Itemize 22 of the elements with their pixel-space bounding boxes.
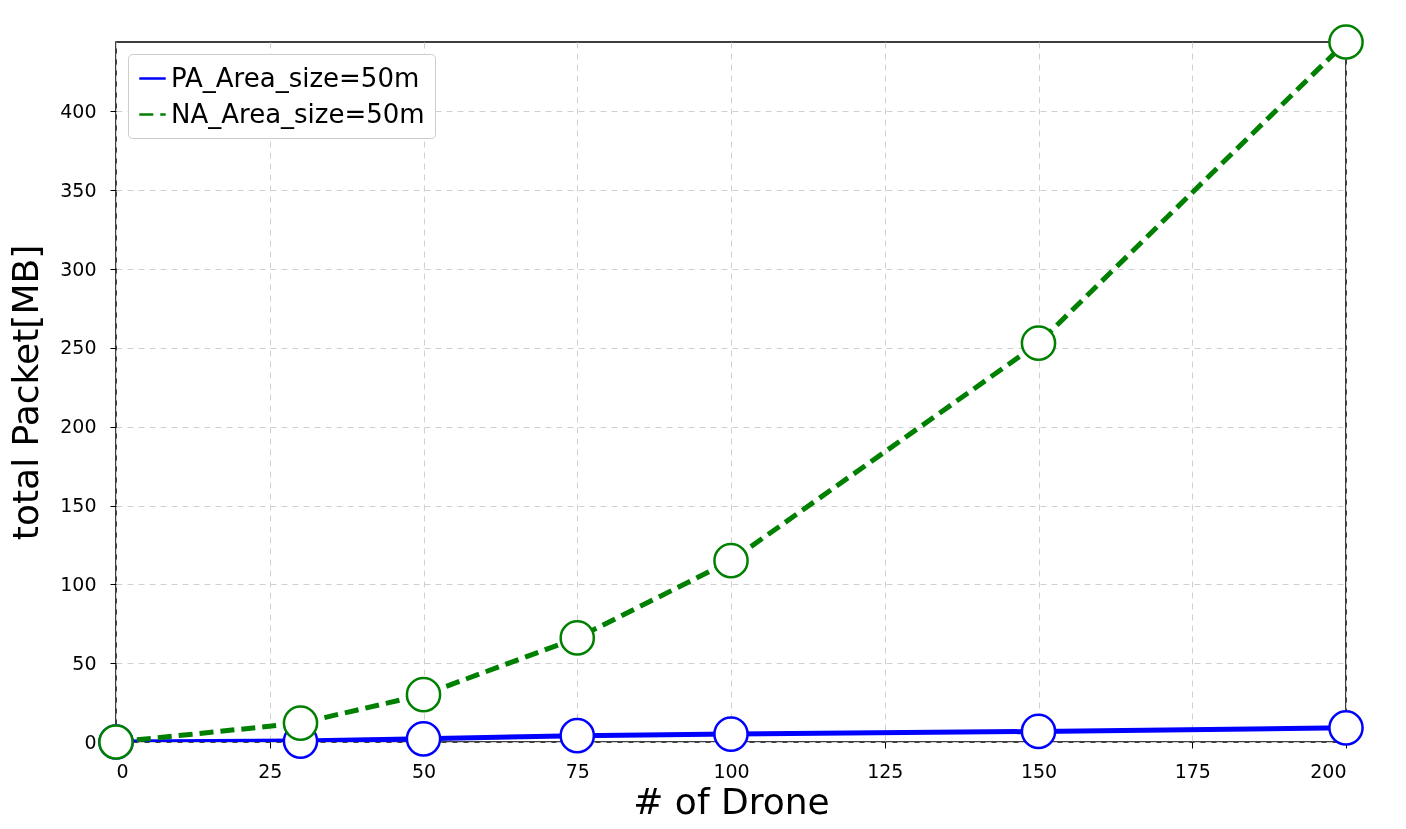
y-tick-label: 100 [60, 572, 97, 595]
x-tick-label: 175 [1174, 759, 1211, 782]
y-axis-title: total Packet[MB] [5, 244, 47, 541]
x-axis-title: # of Drone [633, 780, 830, 822]
y-tick-label: 200 [60, 415, 97, 438]
y-tick-label: 400 [60, 99, 97, 122]
y-tick-label: 0 [84, 730, 97, 753]
x-tick-label: 50 [411, 759, 437, 782]
x-tick-label: 150 [1020, 759, 1058, 782]
legend-label: PA_Area_size=50m [171, 62, 420, 93]
x-tick-label: 25 [258, 759, 283, 782]
y-tick-label: 250 [60, 336, 97, 359]
x-tick-label: 0 [116, 759, 129, 782]
y-tick-label: 150 [60, 494, 97, 517]
x-tick-label: 100 [713, 759, 750, 782]
x-tick-label: 125 [867, 759, 904, 782]
y-tick-label: 350 [60, 178, 97, 201]
x-tick-label: 200 [1310, 759, 1347, 782]
y-tick-label: 50 [72, 651, 97, 674]
y-tick-label: 300 [60, 257, 97, 280]
legend-label: NA_Area_size=50m [171, 98, 425, 129]
x-tick-label: 75 [565, 759, 590, 782]
